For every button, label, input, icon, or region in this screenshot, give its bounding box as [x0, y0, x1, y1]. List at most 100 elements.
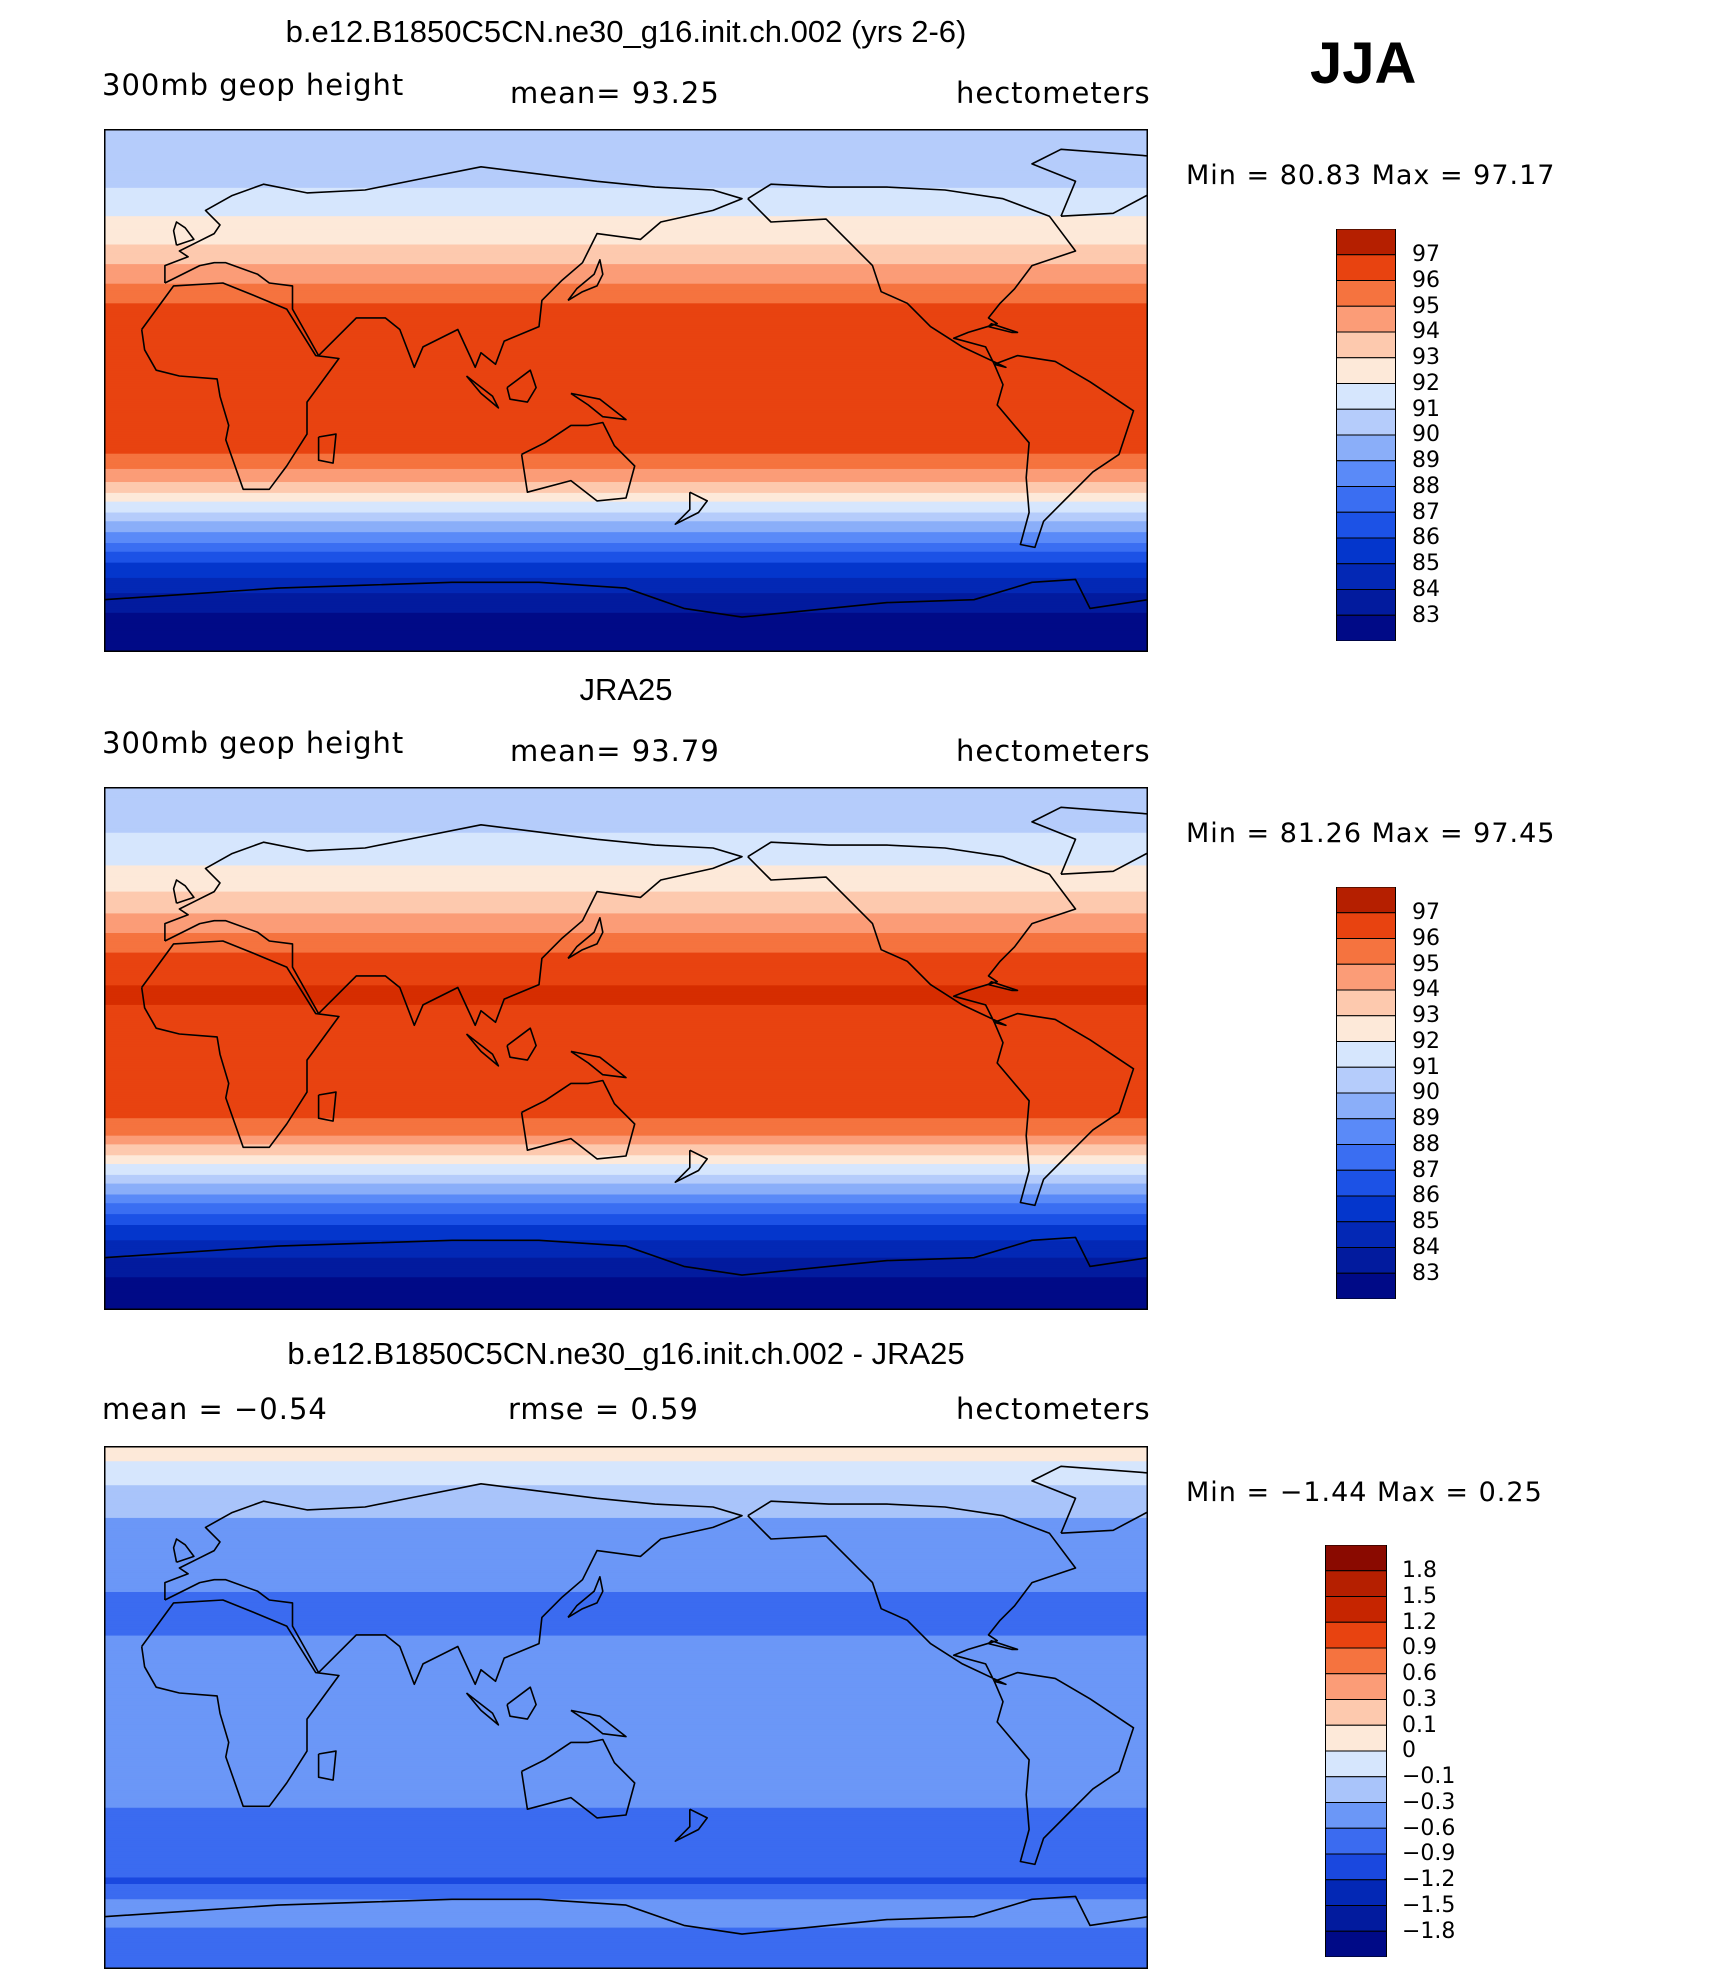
contour-band	[104, 192, 1148, 195]
contour-band	[104, 950, 1148, 954]
contour-band	[104, 856, 1148, 860]
contour-band	[104, 471, 1148, 474]
contour-band	[104, 1227, 1148, 1230]
contour-band	[104, 1940, 1148, 1944]
contour-band	[104, 959, 1148, 962]
contour-band	[104, 268, 1148, 272]
contour-band	[104, 288, 1148, 291]
colorbar-box	[1336, 331, 1396, 359]
contour-band	[104, 1718, 1148, 1722]
contour-band	[104, 808, 1148, 812]
contour-band	[104, 937, 1148, 941]
contour-band	[104, 1801, 1148, 1804]
contour-band	[104, 1642, 1148, 1645]
contour-band	[104, 902, 1148, 906]
contour-band	[104, 346, 1148, 350]
contour-band	[104, 562, 1148, 566]
contour-band	[104, 148, 1148, 152]
contour-band	[104, 416, 1148, 420]
contour-band	[104, 1137, 1148, 1141]
contour-band	[104, 996, 1148, 999]
contour-band	[104, 1770, 1148, 1774]
coastline-sumatra	[465, 375, 500, 409]
colorbar-label: 91	[1412, 396, 1440, 422]
contour-band	[104, 479, 1148, 483]
contour-band	[104, 534, 1148, 538]
contour-band	[104, 1120, 1148, 1124]
contour-band	[104, 871, 1148, 875]
contour-band	[104, 1135, 1148, 1139]
contour-band	[104, 617, 1148, 620]
colorbar-label: 0.1	[1402, 1712, 1437, 1738]
contour-band	[104, 909, 1148, 912]
contour-band	[104, 1031, 1148, 1034]
contour-band	[104, 1507, 1148, 1510]
contour-band	[104, 889, 1148, 893]
contour-band	[104, 834, 1148, 838]
contour-band	[104, 401, 1148, 405]
contour-band	[104, 1546, 1148, 1550]
contour-band	[104, 560, 1148, 564]
contour-band	[104, 1897, 1148, 1900]
contour-band	[104, 1964, 1148, 1968]
contour-band	[104, 1266, 1148, 1270]
contour-band	[104, 845, 1148, 849]
contour-band	[104, 1102, 1148, 1106]
contour-band	[104, 1131, 1148, 1135]
contour-band	[104, 1709, 1148, 1713]
contour-band	[104, 1799, 1148, 1802]
colorbar-box	[1325, 1545, 1387, 1572]
contour-band	[104, 900, 1148, 904]
contour-band	[104, 211, 1148, 215]
contour-band	[104, 144, 1148, 148]
colorbar-label: 91	[1412, 1054, 1440, 1080]
contour-band	[104, 338, 1148, 341]
colorbar-box	[1336, 460, 1396, 487]
contour-band	[104, 1570, 1148, 1573]
contour-band	[104, 296, 1148, 300]
contour-band	[104, 1098, 1148, 1102]
contour-band	[104, 1050, 1148, 1054]
colorbar-label: 92	[1412, 370, 1440, 396]
contour-band	[104, 865, 1148, 869]
colorbar-box	[1325, 1673, 1387, 1700]
contour-band	[104, 839, 1148, 843]
contour-band	[104, 1962, 1148, 1966]
contour-band	[104, 240, 1148, 243]
contour-band	[104, 218, 1148, 222]
contour-band	[104, 1253, 1148, 1257]
colorbar-label: 84	[1412, 576, 1440, 602]
colorbar-box	[1325, 1699, 1387, 1726]
contour-band	[104, 1574, 1148, 1578]
contour-band	[104, 1655, 1148, 1658]
contour-band	[104, 1205, 1148, 1209]
contour-band	[104, 1679, 1148, 1682]
contour-band	[104, 451, 1148, 455]
contour-band	[104, 1530, 1148, 1534]
contour-band	[104, 832, 1148, 836]
panel2-units-label: hectometers	[956, 734, 1151, 768]
contour-band	[104, 1046, 1148, 1050]
contour-band	[104, 1270, 1148, 1274]
contour-band	[104, 850, 1148, 853]
contour-band	[104, 318, 1148, 322]
colorbar-label: 84	[1412, 1234, 1440, 1260]
colorbar-label: 85	[1412, 1209, 1440, 1234]
contour-band	[104, 139, 1148, 143]
contour-band	[104, 1454, 1148, 1458]
contour-band	[104, 1727, 1148, 1730]
coastline-eurasia	[164, 1482, 743, 1686]
contour-band	[104, 181, 1148, 185]
contour-band	[104, 1884, 1148, 1887]
contour-band	[104, 1033, 1148, 1037]
contour-band	[104, 1639, 1148, 1643]
contour-band	[104, 281, 1148, 285]
colorbar-label: 95	[1412, 951, 1440, 977]
contour-band	[104, 1873, 1148, 1876]
contour-band	[104, 1107, 1148, 1111]
contour-band	[104, 1857, 1148, 1861]
colorbar-label: 89	[1412, 448, 1440, 473]
contour-band	[104, 608, 1148, 612]
contour-band	[104, 967, 1148, 971]
contour-band	[104, 963, 1148, 967]
